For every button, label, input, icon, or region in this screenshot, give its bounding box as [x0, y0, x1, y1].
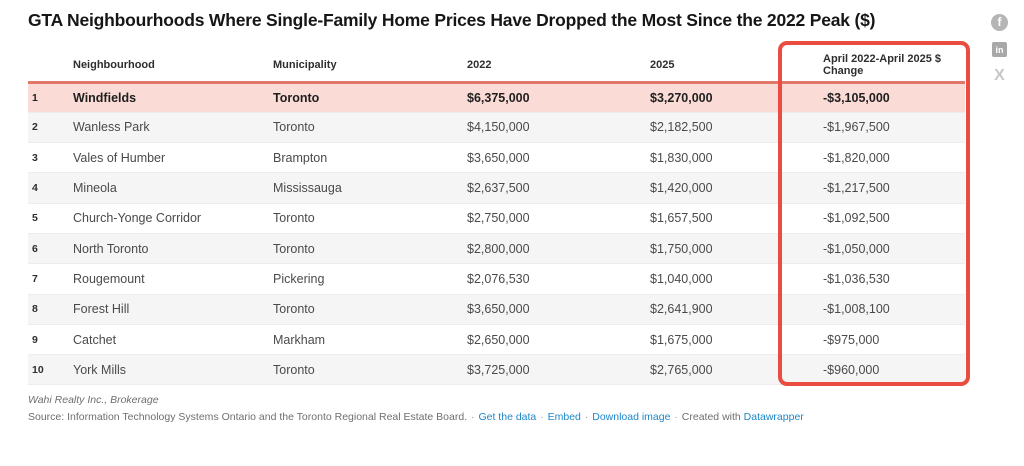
table-row: 3 Vales of Humber Brampton $3,650,000 $1,830… — [28, 143, 965, 173]
rank-cell: 9 — [32, 333, 38, 346]
table-row: 7 Rougemount Pickering $2,076,530 $1,040,000… — [28, 264, 965, 295]
change-cell: -$1,092,500 — [823, 211, 890, 226]
change-cell: -$1,217,500 — [823, 181, 890, 196]
price-2025-cell: $1,040,000 — [650, 271, 713, 286]
separator-dot: · — [674, 411, 678, 424]
change-cell: -$975,000 — [823, 332, 880, 347]
change-cell: -$960,000 — [823, 362, 880, 377]
separator-dot: · — [540, 411, 544, 424]
source-text: Source: Information Technology Systems O… — [28, 411, 468, 424]
rank-cell: 7 — [32, 272, 38, 285]
page-title: GTA Neighbourhoods Where Single-Family H… — [28, 10, 876, 30]
neighbourhood-cell: York Mills — [73, 362, 127, 377]
neighbourhood-cell: Rougemount — [73, 271, 145, 286]
separator-dot: · — [584, 411, 589, 424]
municipality-cell: Toronto — [273, 120, 315, 135]
municipality-cell: Brampton — [273, 150, 328, 165]
facebook-share-icon[interactable]: f — [991, 14, 1008, 31]
created-with-text: Created with — [681, 411, 741, 424]
datawrapper-link[interactable]: Datawrapper — [743, 411, 804, 424]
price-2025-cell: $3,270,000 — [650, 90, 713, 105]
rank-column-header — [28, 52, 68, 84]
column-header-2025: 2025 — [645, 52, 818, 84]
get-the-data-link[interactable]: Get the data — [478, 411, 537, 424]
neighbourhood-cell: Wanless Park — [73, 120, 150, 135]
separator-dot: · — [471, 411, 475, 424]
rank-cell: 1 — [32, 91, 38, 104]
source-line: Source: Information Technology Systems O… — [28, 410, 804, 425]
neighbourhood-cell: Mineola — [73, 181, 117, 196]
change-cell: -$1,036,530 — [823, 271, 890, 286]
price-2022-cell: $2,750,000 — [467, 211, 530, 226]
embed-link[interactable]: Embed — [547, 411, 581, 424]
neighbourhood-cell: North Toronto — [73, 241, 149, 256]
price-2025-cell: $1,830,000 — [650, 150, 713, 165]
rank-cell: 6 — [32, 242, 38, 255]
price-2022-cell: $2,800,000 — [467, 241, 530, 256]
table-row: 4 Mineola Mississauga $2,637,500 $1,420,000 -… — [28, 172, 965, 204]
column-header-change: April 2022-April 2025 $ Change — [818, 52, 965, 84]
price-2022-cell: $4,150,000 — [467, 120, 530, 135]
table-row: 2 Wanless Park Toronto $4,150,000 $2,182,500… — [28, 112, 965, 143]
download-image-link[interactable]: Download image — [592, 411, 671, 424]
rank-cell: 8 — [32, 303, 38, 316]
price-2025-cell: $2,765,000 — [650, 362, 713, 377]
municipality-cell: Toronto — [273, 90, 320, 105]
price-2022-cell: $3,650,000 — [467, 150, 530, 165]
price-2022-cell: $6,375,000 — [467, 90, 530, 105]
table-body: 1 Windfields Toronto $6,375,000 $3,270,000 -$… — [28, 82, 965, 385]
municipality-cell: Toronto — [273, 362, 315, 377]
price-2022-cell: $3,650,000 — [467, 302, 530, 317]
byline: Wahi Realty Inc., Brokerage — [28, 394, 159, 406]
table-row: 1 Windfields Toronto $6,375,000 $3,270,000 -$… — [28, 82, 965, 113]
price-2025-cell: $2,182,500 — [650, 120, 713, 135]
table-row: 10 York Mills Toronto $3,725,000 $2,765,000 -… — [28, 354, 965, 385]
table-row: 5 Church-Yonge Corridor Toronto $2,750,000 $… — [28, 203, 965, 234]
table-row: 9 Catchet Markham $2,650,000 $1,675,000 -$975… — [28, 324, 965, 355]
rank-cell: 5 — [32, 212, 38, 225]
price-2022-cell: $3,725,000 — [467, 362, 530, 377]
change-cell: -$1,050,000 — [823, 241, 890, 256]
price-2025-cell: $1,657,500 — [650, 211, 713, 226]
column-header-municipality: Municipality — [268, 52, 462, 84]
municipality-cell: Mississauga — [273, 181, 342, 196]
municipality-cell: Toronto — [273, 211, 315, 226]
change-cell: -$3,105,000 — [823, 90, 890, 105]
neighbourhood-cell: Vales of Humber — [73, 150, 166, 165]
municipality-cell: Toronto — [273, 241, 315, 256]
price-2025-cell: $1,750,000 — [650, 241, 713, 256]
column-header-neighbourhood: Neighbourhood — [68, 52, 268, 84]
column-header-2022: 2022 — [462, 52, 645, 84]
price-2022-cell: $2,637,500 — [467, 181, 530, 196]
price-2025-cell: $1,675,000 — [650, 332, 713, 347]
municipality-cell: Pickering — [273, 271, 325, 286]
rank-cell: 2 — [32, 121, 38, 134]
change-cell: -$1,967,500 — [823, 120, 890, 135]
price-drop-table: Neighbourhood Municipality 2022 2025 Apr… — [28, 52, 965, 385]
table-row: 6 North Toronto Toronto $2,800,000 $1,750,00… — [28, 233, 965, 264]
header-row: Neighbourhood Municipality 2022 2025 Apr… — [28, 52, 965, 84]
rank-cell: 10 — [32, 363, 44, 376]
neighbourhood-cell: Forest Hill — [73, 302, 130, 317]
change-cell: -$1,820,000 — [823, 150, 890, 165]
share-buttons: f in X — [991, 14, 1008, 84]
x-share-icon[interactable]: X — [994, 67, 1005, 84]
price-2025-cell: $2,641,900 — [650, 302, 713, 317]
table-footer: Wahi Realty Inc., Brokerage Source: Info… — [28, 393, 804, 425]
rank-cell: 3 — [32, 151, 38, 164]
price-2025-cell: $1,420,000 — [650, 181, 713, 196]
table-row: 8 Forest Hill Toronto $3,650,000 $2,641,900 -… — [28, 294, 965, 325]
municipality-cell: Markham — [273, 332, 326, 347]
municipality-cell: Toronto — [273, 302, 315, 317]
neighbourhood-cell: Catchet — [73, 332, 117, 347]
neighbourhood-cell: Church-Yonge Corridor — [73, 211, 202, 226]
rank-cell: 4 — [32, 182, 38, 195]
neighbourhood-cell: Windfields — [73, 90, 137, 105]
linkedin-share-icon[interactable]: in — [992, 42, 1007, 57]
change-cell: -$1,008,100 — [823, 302, 890, 317]
price-2022-cell: $2,076,530 — [467, 271, 530, 286]
price-2022-cell: $2,650,000 — [467, 332, 530, 347]
